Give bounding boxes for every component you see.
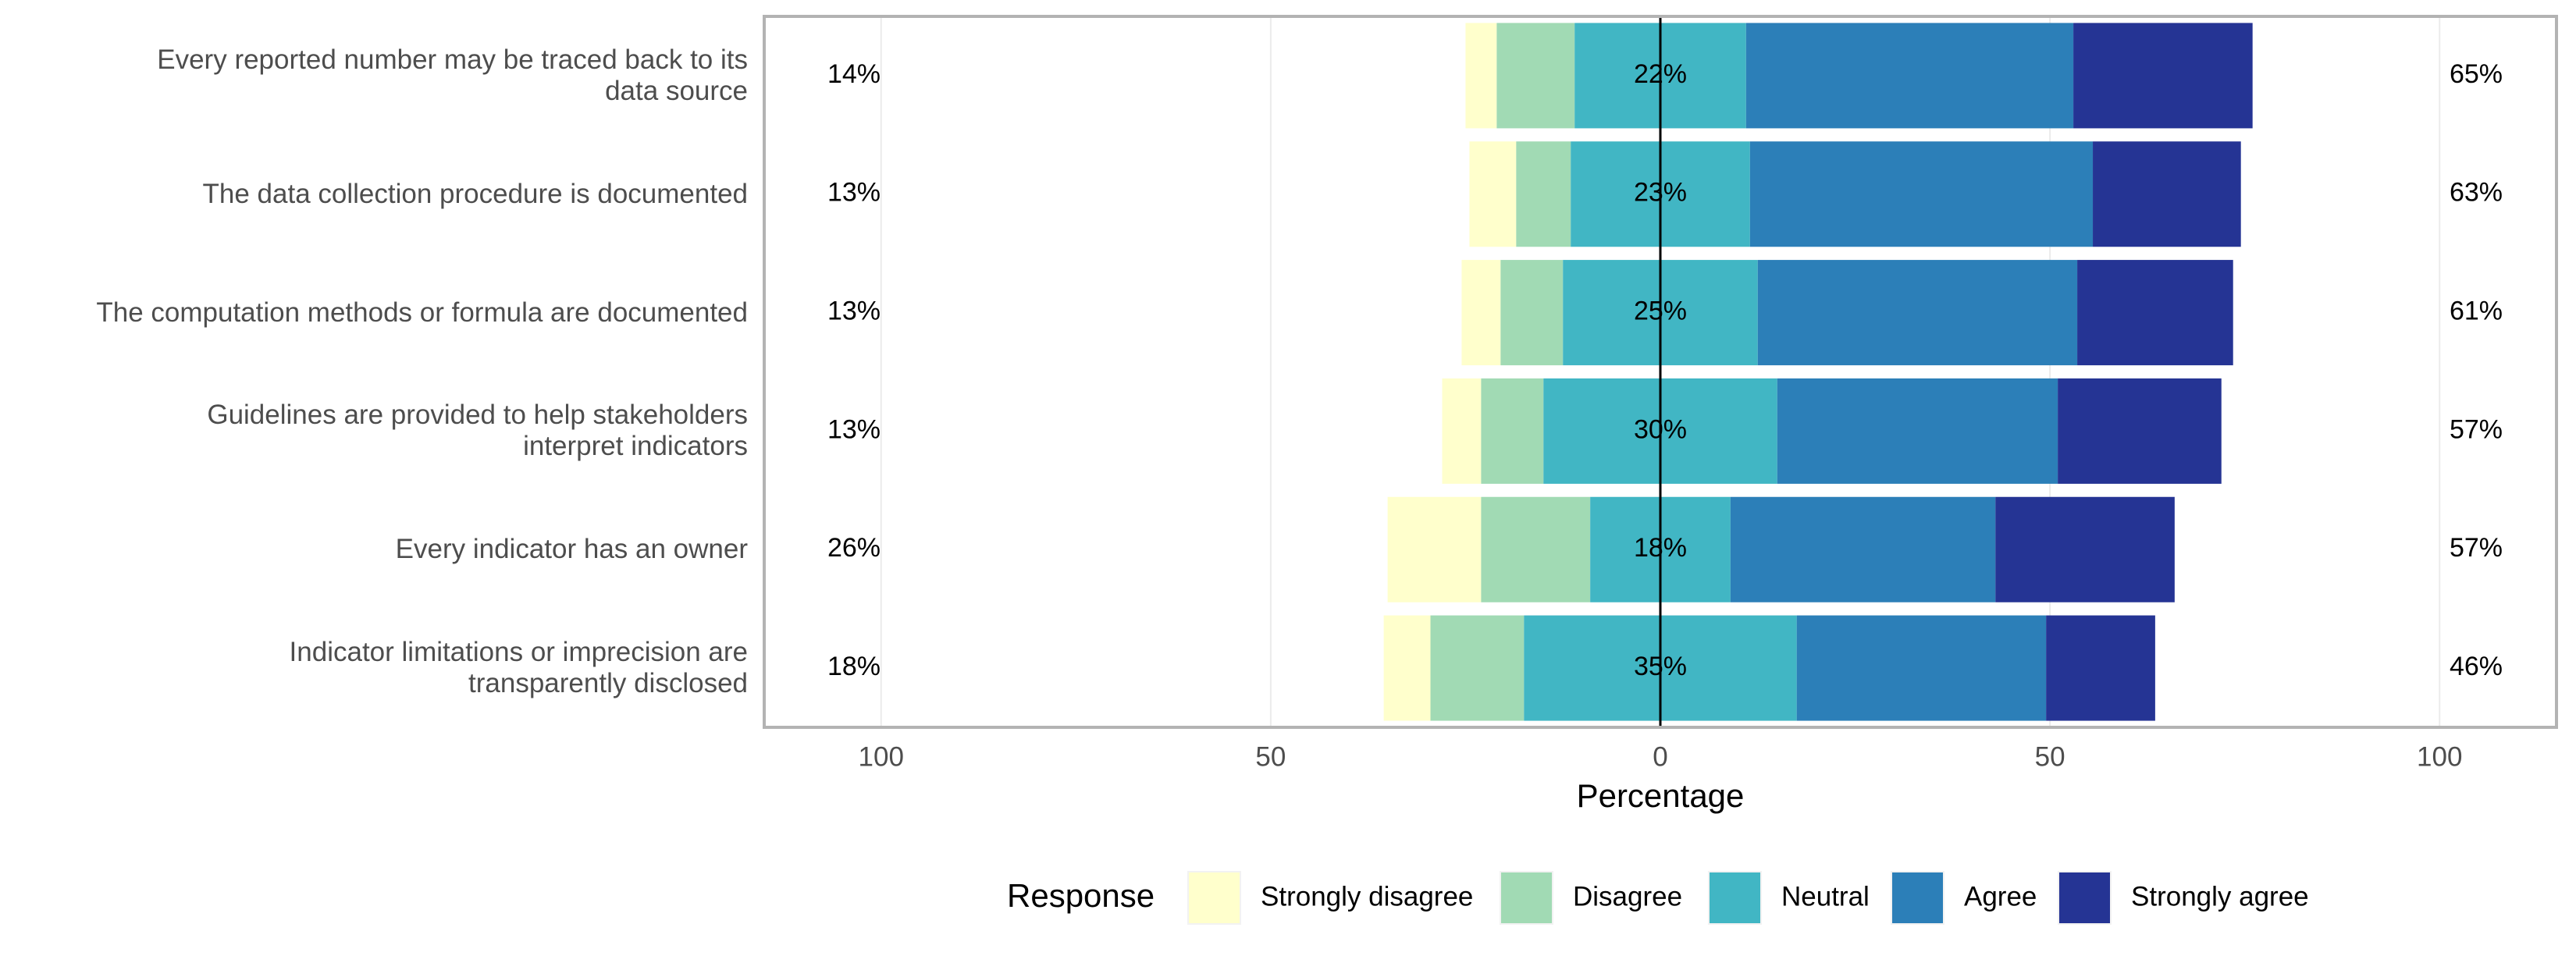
bar-segment bbox=[2046, 615, 2155, 721]
legend-key bbox=[1708, 871, 1762, 925]
right-total-label: 63% bbox=[2450, 178, 2503, 208]
bar-segment bbox=[1481, 496, 1591, 602]
right-total-label: 46% bbox=[2450, 652, 2503, 681]
bar-segment bbox=[2058, 378, 2222, 484]
right-total-label: 57% bbox=[2450, 533, 2503, 563]
bar-segment bbox=[1745, 23, 2074, 129]
bar-segment bbox=[1757, 260, 2078, 366]
bar-segment bbox=[1777, 378, 2058, 484]
bar-segment bbox=[1387, 496, 1482, 602]
panel-border bbox=[763, 15, 2558, 729]
left-total-label: 14% bbox=[827, 59, 881, 89]
left-total-label: 13% bbox=[827, 297, 881, 326]
category-label: The computation methods or formula are d… bbox=[96, 297, 748, 328]
legend-key bbox=[1187, 871, 1241, 925]
bar-segment bbox=[1730, 496, 1996, 602]
legend-key bbox=[1500, 871, 1553, 925]
category-label: Indicator limitations or imprecision are… bbox=[289, 637, 748, 699]
bar-segment bbox=[2077, 260, 2233, 366]
legend-label: Neutral bbox=[1781, 881, 1870, 911]
left-total-label: 13% bbox=[827, 178, 881, 208]
category-label: Every reported number may be traced back… bbox=[157, 44, 748, 106]
bar-segment bbox=[2093, 141, 2241, 247]
legend-key bbox=[2058, 871, 2112, 925]
right-total-label: 61% bbox=[2450, 297, 2503, 326]
category-label: Guidelines are provided to help stakehol… bbox=[207, 400, 748, 462]
bar-segment bbox=[1496, 23, 1575, 129]
bar-segment bbox=[1461, 260, 1501, 366]
legend-label: Agree bbox=[1964, 881, 2037, 911]
bar-segment bbox=[2073, 23, 2253, 129]
left-total-label: 13% bbox=[827, 414, 881, 444]
left-total-label: 26% bbox=[827, 533, 881, 563]
bar-segment bbox=[1749, 141, 2094, 247]
legend-label: Strongly disagree bbox=[1261, 881, 1473, 911]
legend-label: Disagree bbox=[1573, 881, 1682, 911]
bar-segment bbox=[1442, 378, 1482, 484]
bar-segment bbox=[1995, 496, 2175, 602]
legend-title: Response bbox=[1007, 877, 1155, 914]
category-label: Every indicator has an owner bbox=[395, 534, 748, 565]
bar-segment bbox=[1796, 615, 2047, 721]
bar-segment bbox=[1383, 615, 1431, 721]
legend-key bbox=[1891, 871, 1944, 925]
bar-segment bbox=[1469, 141, 1517, 247]
x-axis-title: Percentage bbox=[1577, 777, 1745, 814]
x-tick-label: 100 bbox=[859, 741, 904, 772]
bar-segment bbox=[1465, 23, 1497, 129]
bar-segment bbox=[1500, 260, 1564, 366]
category-label: The data collection procedure is documen… bbox=[202, 178, 748, 209]
x-tick-label: 0 bbox=[1653, 741, 1667, 772]
bar-segment bbox=[1481, 378, 1544, 484]
x-tick-label: 50 bbox=[1255, 741, 1286, 772]
bar-segment bbox=[1516, 141, 1571, 247]
right-total-label: 65% bbox=[2450, 59, 2503, 89]
legend-label: Strongly agree bbox=[2131, 881, 2309, 911]
left-total-label: 18% bbox=[827, 652, 881, 681]
x-tick-label: 50 bbox=[2035, 741, 2065, 772]
right-total-label: 57% bbox=[2450, 414, 2503, 444]
x-tick-label: 100 bbox=[2417, 741, 2462, 772]
bar-segment bbox=[1430, 615, 1525, 721]
